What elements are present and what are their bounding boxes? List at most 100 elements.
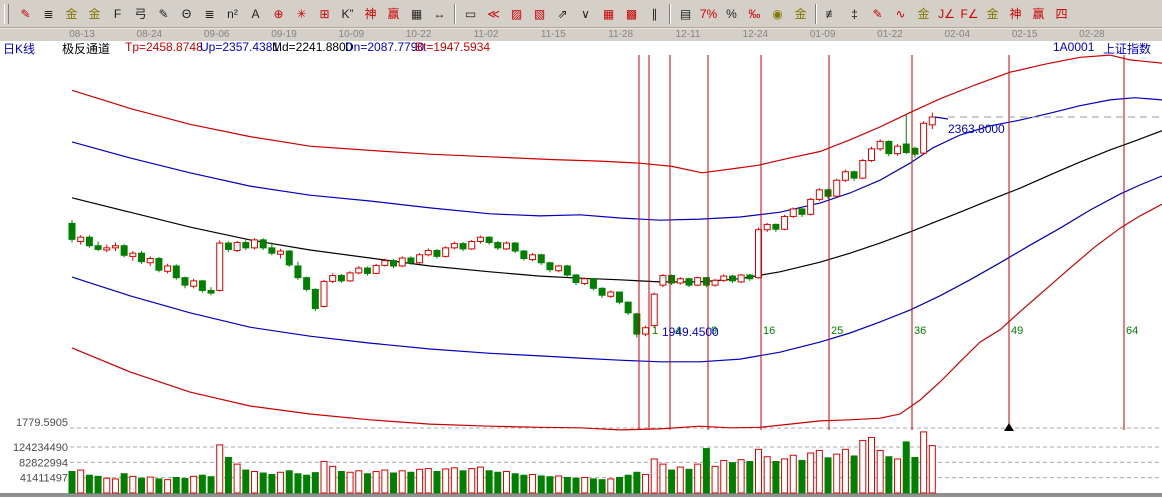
- symbol-name: 上证指数: [1103, 42, 1152, 56]
- volume-bar: [294, 473, 302, 494]
- star-cycle-tool-icon[interactable]: ✳: [296, 6, 307, 21]
- grid-square-tool-icon[interactable]: ▦: [410, 6, 423, 21]
- volume-bar: [841, 448, 849, 494]
- candle-body: [555, 265, 563, 272]
- cycle-clock-tool-icon[interactable]: Θ: [181, 6, 192, 21]
- hash-lines-tool-icon[interactable]: ≣: [204, 6, 215, 21]
- anchor-lines-tool-icon[interactable]: ‡: [851, 6, 858, 21]
- indicator-name: 极反通道: [62, 42, 111, 56]
- volume-bar: [337, 471, 345, 494]
- ladder-lines-tool-icon[interactable]: ≣: [43, 6, 54, 21]
- gann-square-tool-icon[interactable]: ⊞: [319, 6, 330, 21]
- last-price-annotation: 2363.8000: [948, 122, 1005, 136]
- gold-lines-tool-icon[interactable]: 金: [794, 6, 807, 21]
- red-grid-tool-icon[interactable]: ▦: [602, 6, 615, 21]
- four-angle-tool-icon[interactable]: 四: [1055, 6, 1068, 21]
- toolbar-grip[interactable]: [4, 3, 9, 24]
- candle-body: [494, 242, 502, 249]
- shen-angle-tool-icon[interactable]: 神: [1009, 6, 1022, 21]
- f-angle-tool-icon[interactable]: F∠: [960, 6, 979, 21]
- candle-body: [928, 116, 936, 126]
- fan-lines-tool-icon[interactable]: ≪: [487, 6, 500, 21]
- volume-bar: [268, 473, 276, 494]
- k-mark-tool-icon[interactable]: K”: [341, 6, 354, 21]
- volume-bar: [224, 456, 232, 494]
- channel-line-dn: [71, 175, 1162, 363]
- volume-bar: [181, 478, 189, 494]
- candle-body: [433, 250, 441, 257]
- indicator-header: 日K线 极反通道 Tp=2458.8748 Up=2357.4381 Md=22…: [0, 40, 1162, 56]
- candle-body: [598, 287, 606, 296]
- price-ruler-tool-icon[interactable]: ▤: [679, 6, 692, 21]
- gold-channel-tool-icon[interactable]: 金: [88, 6, 101, 21]
- percent-lines-tool-icon[interactable]: ‰: [748, 6, 761, 21]
- date-label: 01-09: [809, 29, 836, 40]
- candle-body: [781, 215, 789, 230]
- candle-body: [68, 222, 76, 240]
- volume-bar: [485, 470, 493, 494]
- width-measure-tool-icon[interactable]: ↔: [433, 6, 446, 21]
- rect-select-tool-icon[interactable]: ▭: [464, 6, 477, 21]
- volume-bar: [372, 471, 380, 494]
- wave-box-tool-icon[interactable]: ∿: [895, 6, 906, 21]
- volume-bar: [416, 468, 424, 494]
- gold-circle-tool-icon[interactable]: ◉: [772, 6, 783, 21]
- angle-line-tool-icon[interactable]: A: [251, 6, 260, 21]
- candle-body: [468, 240, 476, 250]
- volume-bar: [615, 476, 623, 494]
- red-grid-arrow-tool-icon[interactable]: ▩: [625, 6, 638, 21]
- measure-bars-tool-icon[interactable]: ≢: [825, 6, 838, 21]
- red-pencil-tool-icon[interactable]: ✎: [872, 6, 883, 21]
- candle-body: [607, 291, 615, 297]
- n-square-tool-icon[interactable]: n²: [227, 6, 238, 21]
- j-angle-tool-icon[interactable]: J∠: [938, 6, 955, 21]
- candle-body: [572, 274, 580, 283]
- candle-body: [476, 236, 484, 242]
- win-angle-tool-icon[interactable]: 赢: [1032, 6, 1045, 21]
- volume-scale-label: 82822994: [19, 457, 68, 469]
- candle-body: [320, 280, 328, 307]
- percent-retrace-tool-icon[interactable]: 7%: [699, 6, 718, 21]
- spiral-tool-icon[interactable]: 弓: [134, 6, 147, 21]
- circle-cross-tool-icon[interactable]: ⊕: [273, 6, 284, 21]
- indicator-tp-value: Tp=2458.8748: [125, 40, 203, 54]
- volume-bar: [589, 478, 597, 494]
- volume-bar: [772, 461, 780, 494]
- gann-fan-box-tool-icon[interactable]: ▨: [510, 6, 523, 21]
- shen-magic-tool-icon[interactable]: 神: [364, 6, 377, 21]
- volume-bar: [346, 471, 354, 494]
- volume-bar: [285, 470, 293, 494]
- percent-tool-icon[interactable]: %: [726, 6, 737, 21]
- drawing-toolbar: ✎ ≣ 金金 F 弓 ✎ Θ ≣ n² A ⊕ ✳ ⊞ K” 神赢 ▦ ↔ ▭ ≪ ▨ ▧ ⇗ ∨ ▦ ▩ ∥ ▤ 7%% ‰ ◉ 金 ≢ ‡ ✎…: [0, 0, 1162, 28]
- candle-body: [155, 258, 163, 271]
- volume-bar: [902, 441, 910, 494]
- gold-angle-tool-icon[interactable]: 金: [986, 6, 999, 21]
- shaded-box-tool-icon[interactable]: ▧: [533, 6, 546, 21]
- fibonacci-tool-icon[interactable]: F: [113, 6, 122, 21]
- volume-bar: [520, 474, 528, 494]
- candle-body: [746, 274, 754, 280]
- candle-body: [798, 208, 806, 215]
- volume-bar: [685, 468, 693, 494]
- candle-body: [346, 272, 354, 282]
- gold-section-tool-icon[interactable]: 金: [65, 6, 78, 21]
- candle-body: [172, 265, 180, 279]
- pencil-tool-icon[interactable]: ✎: [20, 6, 31, 21]
- gold-underline-tool-icon[interactable]: 金: [917, 6, 930, 21]
- volume-bar: [468, 468, 476, 494]
- parallel-lines-tool-icon[interactable]: ∥: [651, 6, 658, 21]
- arrow-lines-tool-icon[interactable]: ⇗: [557, 6, 568, 21]
- cycle-number-label: 4: [675, 325, 681, 337]
- win-gann-tool-icon[interactable]: 赢: [387, 6, 400, 21]
- candle-body: [815, 189, 823, 200]
- candle-body: [381, 260, 389, 266]
- candle-body: [529, 254, 537, 261]
- candle-body: [841, 171, 849, 181]
- zigzag-wave-tool-icon[interactable]: ∨: [581, 6, 590, 21]
- candle-body: [859, 160, 867, 179]
- volume-bar: [363, 473, 371, 494]
- candle-body: [94, 245, 102, 250]
- trend-pencil-tool-icon[interactable]: ✎: [158, 6, 169, 21]
- candle-body: [676, 278, 684, 284]
